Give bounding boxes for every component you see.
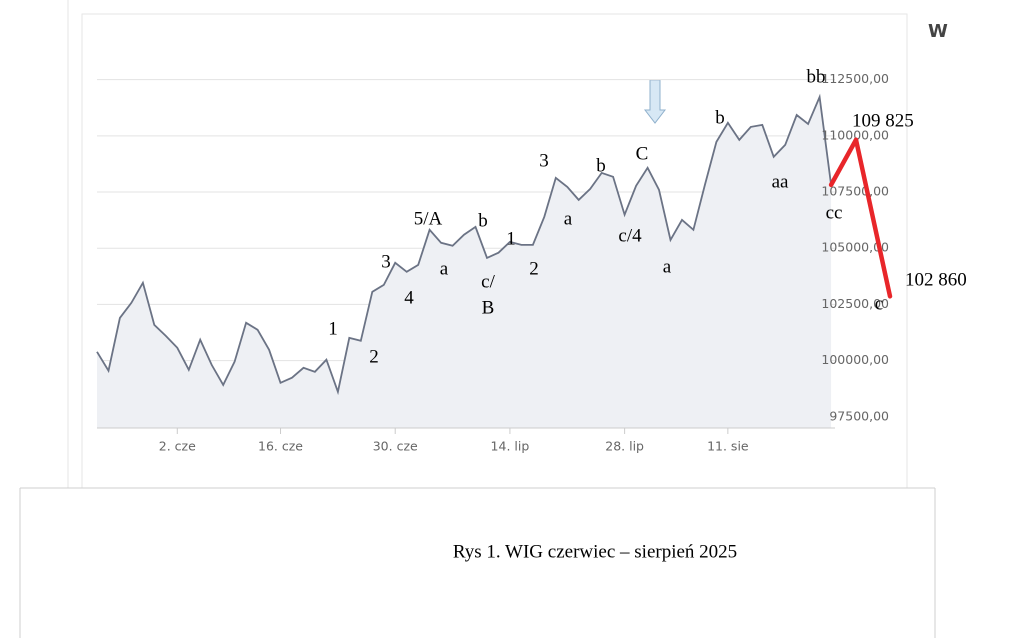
wave-label: 3 xyxy=(381,251,391,272)
header-fragment: W xyxy=(928,21,948,42)
forecast-connector xyxy=(828,137,859,188)
wave-label: C xyxy=(636,143,649,164)
wave-label: a xyxy=(663,256,672,277)
area xyxy=(97,97,832,428)
forecast-line xyxy=(853,137,893,299)
y-tick-label: 97500,00 xyxy=(829,408,889,423)
wave-label: b xyxy=(478,210,488,231)
wave-label: c xyxy=(875,293,883,314)
wave-label: aa xyxy=(772,171,789,192)
x-tick-label: 2. cze xyxy=(159,439,196,454)
x-tick-label: 30. cze xyxy=(373,439,418,454)
wave-label: cc xyxy=(826,202,843,223)
wave-label: 1 xyxy=(506,228,516,249)
x-tick-label: 16. cze xyxy=(258,439,303,454)
wave-label: a xyxy=(440,258,449,279)
wave-label: 4 xyxy=(404,287,414,308)
wave-label: 3 xyxy=(539,150,549,171)
wave-label: 2 xyxy=(529,258,539,279)
wave-label: bb xyxy=(807,66,826,87)
y-tick-label: 102500,00 xyxy=(821,296,889,311)
x-tick-label: 28. lip xyxy=(605,439,644,454)
wave-label: c/ xyxy=(481,271,495,292)
down-arrow xyxy=(643,79,667,124)
caption: Rys 1. WIG czerwiec – sierpień 2025 xyxy=(453,541,737,562)
forecast-label: 102 860 xyxy=(905,269,967,290)
wave-label: a xyxy=(564,208,573,229)
wave-label: 1 xyxy=(328,318,338,339)
wave-label: 2 xyxy=(369,346,379,367)
line xyxy=(96,93,832,396)
y-tick-label: 112500,00 xyxy=(821,71,889,86)
wave-label: 5/A xyxy=(414,208,443,229)
x-tick-label: 11. sie xyxy=(707,439,749,454)
y-tick-label: 100000,00 xyxy=(821,352,889,367)
forecast-label: 109 825 xyxy=(852,110,914,131)
wave-label: c/4 xyxy=(618,225,642,246)
x-tick-label: 14. lip xyxy=(491,439,530,454)
wave-label: b xyxy=(715,107,725,128)
y-tick-label: 110000,00 xyxy=(821,127,889,142)
y-tick-label: 105000,00 xyxy=(821,240,889,255)
y-tick-label: 107500,00 xyxy=(821,184,889,199)
wave-label: B xyxy=(482,297,495,318)
wave-label: b xyxy=(596,155,606,176)
